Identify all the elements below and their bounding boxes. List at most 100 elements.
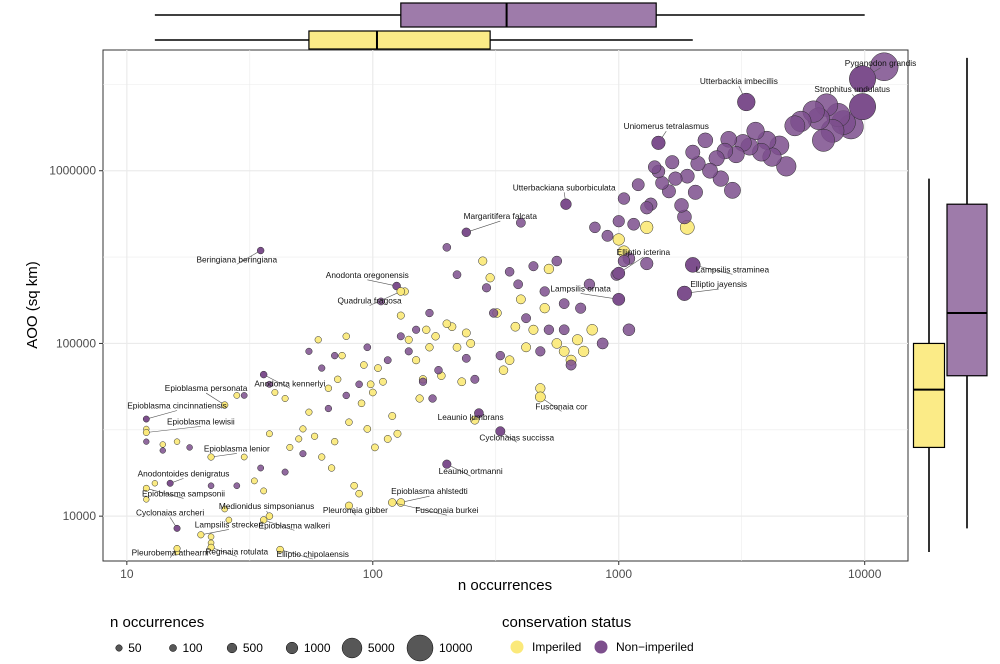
annotation-leader bbox=[146, 410, 178, 420]
annotation-label: Pleurobema athearni bbox=[132, 548, 209, 558]
data-point bbox=[674, 198, 689, 213]
x-tick-label: 100 bbox=[363, 567, 383, 581]
data-point bbox=[687, 184, 703, 200]
x-tick-label: 1000 bbox=[605, 567, 632, 581]
data-point bbox=[612, 215, 625, 228]
data-point bbox=[159, 447, 166, 454]
size-legend: n occurrences 50 100 500 1000 5000 10000 bbox=[110, 614, 473, 662]
data-point bbox=[240, 392, 248, 399]
data-point bbox=[431, 332, 440, 341]
size-legend-label: 100 bbox=[183, 641, 203, 655]
annotation-leader bbox=[400, 495, 430, 503]
data-point bbox=[442, 243, 452, 252]
data-point bbox=[601, 229, 614, 242]
scatter-points bbox=[143, 52, 899, 556]
annotation-leader bbox=[263, 374, 290, 389]
annotation-label: Quadrula fragosa bbox=[337, 296, 401, 306]
data-point bbox=[207, 533, 215, 540]
data-point bbox=[173, 438, 181, 445]
data-point bbox=[415, 394, 424, 403]
color-legend-label: Non−imperiled bbox=[616, 640, 694, 654]
annotated-point bbox=[197, 531, 205, 539]
data-point bbox=[266, 380, 273, 388]
annotation-label: Anodontoides denigratus bbox=[138, 468, 230, 478]
data-point bbox=[305, 347, 313, 355]
y-tick-label: 100000 bbox=[56, 336, 96, 350]
data-point bbox=[425, 343, 434, 352]
grid-lines bbox=[103, 50, 908, 561]
annotated-point bbox=[676, 285, 693, 301]
data-point bbox=[685, 144, 701, 160]
data-point bbox=[143, 496, 150, 503]
data-point bbox=[221, 505, 228, 513]
annotated-point bbox=[265, 512, 274, 520]
annotation-label: Epioblasma sampsonii bbox=[142, 488, 225, 498]
annotation-label: Epioblasma ahlstedti bbox=[391, 486, 468, 496]
data-point bbox=[513, 279, 523, 290]
data-point bbox=[668, 171, 683, 186]
size-legend-label: 5000 bbox=[368, 641, 395, 655]
data-point bbox=[396, 311, 405, 320]
annotation-label: Fusconaia cor bbox=[535, 401, 587, 411]
data-point bbox=[485, 273, 495, 283]
annotation-label: Leaunio ortmanni bbox=[439, 466, 503, 476]
annotation-label: Cyclonaias archeri bbox=[136, 507, 204, 517]
data-point bbox=[452, 270, 462, 280]
annotated-point bbox=[142, 415, 150, 423]
size-legend-label: 1000 bbox=[304, 641, 331, 655]
data-point bbox=[233, 392, 241, 399]
y-tick-label: 10000 bbox=[63, 509, 97, 523]
data-point bbox=[596, 337, 609, 350]
data-point bbox=[318, 364, 326, 372]
data-point bbox=[708, 150, 725, 167]
data-point bbox=[324, 384, 333, 392]
data-point bbox=[535, 346, 546, 357]
data-point bbox=[374, 364, 382, 372]
data-point bbox=[342, 332, 350, 340]
annotation-leader bbox=[580, 293, 619, 300]
annotated-point bbox=[256, 246, 265, 255]
annotation-leader bbox=[211, 453, 237, 458]
data-point bbox=[648, 160, 662, 174]
annotated-point bbox=[396, 287, 406, 296]
size-legend-title: n occurrences bbox=[110, 614, 204, 631]
data-point bbox=[516, 294, 526, 305]
data-point bbox=[510, 321, 521, 332]
data-point bbox=[233, 482, 241, 490]
size-legend-label: 50 bbox=[128, 641, 142, 655]
annotation-leader bbox=[146, 487, 184, 499]
annotation-label: Beringiana beringiana bbox=[196, 254, 277, 264]
annotation-label: Margaritifera falcata bbox=[464, 211, 538, 221]
annotation-leader bbox=[392, 502, 447, 516]
annotation-label: Elliptio jayensis bbox=[690, 279, 747, 289]
annotated-point bbox=[737, 92, 756, 112]
data-point bbox=[697, 132, 714, 149]
data-point bbox=[640, 257, 654, 271]
data-point bbox=[543, 263, 555, 275]
annotated-point bbox=[388, 498, 397, 507]
data-point bbox=[225, 516, 233, 524]
size-legend-key bbox=[406, 634, 434, 662]
data-point bbox=[342, 391, 350, 400]
data-point bbox=[299, 450, 307, 458]
data-point bbox=[404, 335, 413, 344]
data-point bbox=[575, 302, 587, 314]
data-point bbox=[251, 477, 258, 485]
annotated-point bbox=[142, 484, 150, 492]
data-point bbox=[665, 155, 680, 170]
annotation-label: Medionidus simpsonianus bbox=[219, 501, 314, 511]
annotation-leader bbox=[263, 519, 295, 531]
annotation-label: Elliptio icterina bbox=[617, 247, 671, 257]
data-point bbox=[404, 347, 413, 356]
annotated-point bbox=[461, 227, 471, 237]
annotated-point bbox=[259, 516, 268, 524]
data-point bbox=[539, 303, 550, 314]
annotation-label: Lampsilis ornata bbox=[550, 283, 611, 293]
annotation-label: Strophitus undulatus bbox=[814, 84, 890, 94]
annotated-point bbox=[495, 426, 506, 437]
data-point bbox=[452, 342, 462, 352]
data-point bbox=[776, 156, 797, 177]
x-axis-title: n occurrences bbox=[458, 577, 552, 594]
data-point bbox=[572, 334, 584, 346]
